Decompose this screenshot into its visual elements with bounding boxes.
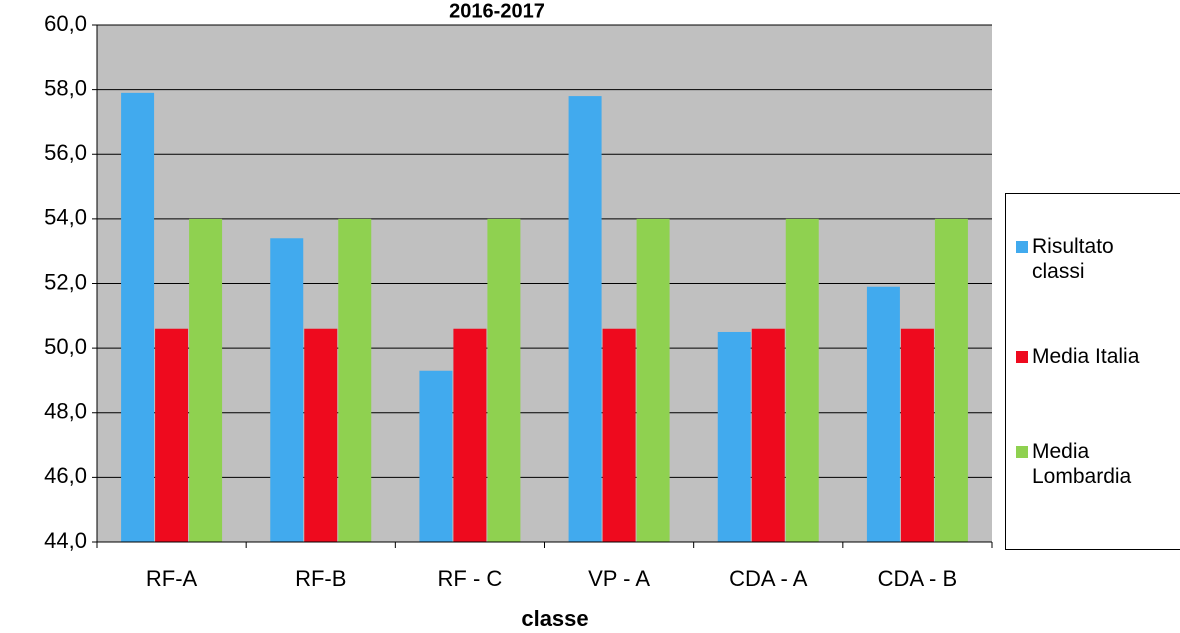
bar — [121, 92, 155, 542]
bar — [636, 218, 670, 542]
legend-swatch — [1016, 241, 1028, 253]
x-tick-label: VP - A — [588, 566, 650, 591]
legend-label: Risultato classi — [1032, 235, 1114, 283]
bar — [568, 96, 602, 543]
bar — [487, 218, 521, 542]
legend-entry: Risultato classi — [1016, 234, 1160, 284]
y-tick-label: 46,0 — [44, 463, 87, 488]
bar — [270, 238, 304, 542]
bar — [304, 328, 338, 542]
x-tick-label: RF-B — [295, 566, 346, 591]
bar — [419, 370, 453, 542]
bar — [866, 286, 900, 542]
legend-swatch — [1016, 351, 1028, 363]
x-tick-label: CDA - A — [729, 566, 808, 591]
y-tick-label: 50,0 — [44, 334, 87, 359]
bar — [155, 328, 189, 542]
legend-entry: Media Lombardia — [1016, 439, 1160, 489]
bar — [900, 328, 934, 542]
bar — [453, 328, 487, 542]
x-tick-label: RF - C — [438, 566, 503, 591]
y-tick-label: 48,0 — [44, 399, 87, 424]
bar — [751, 328, 785, 542]
bar — [785, 218, 819, 542]
legend-label: Media Lombardia — [1032, 440, 1132, 488]
x-axis-label: classe — [521, 606, 588, 631]
y-tick-label: 58,0 — [44, 75, 87, 100]
x-tick-label: CDA - B — [878, 566, 957, 591]
y-tick-label: 44,0 — [44, 528, 87, 553]
y-tick-label: 52,0 — [44, 269, 87, 294]
chart-title: 2016-2017 — [449, 0, 545, 22]
legend-label: Media Italia — [1032, 345, 1140, 368]
legend-entry: Media Italia — [1016, 344, 1160, 369]
x-tick-label: RF-A — [146, 566, 198, 591]
bar — [934, 218, 968, 542]
legend: Risultato classi Media Italia Media Lombar… — [1005, 193, 1180, 550]
y-tick-label: 56,0 — [44, 140, 87, 165]
bar — [338, 218, 372, 542]
y-tick-label: 54,0 — [44, 205, 87, 230]
y-tick-label: 60,0 — [44, 11, 87, 36]
legend-swatch — [1016, 446, 1028, 458]
bar — [602, 328, 636, 542]
bar — [189, 218, 223, 542]
bar — [717, 331, 751, 542]
